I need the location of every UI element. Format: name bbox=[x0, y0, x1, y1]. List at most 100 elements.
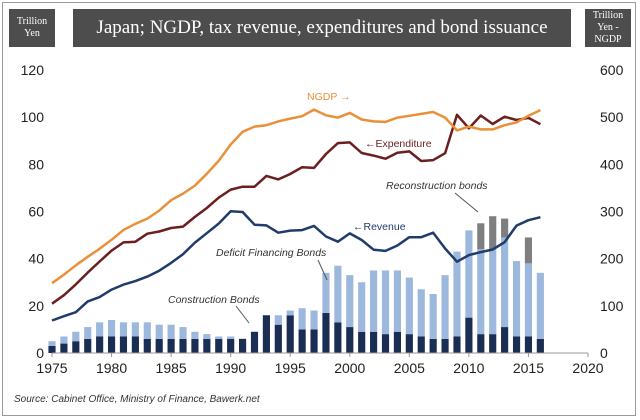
x-tick-1975: 1975 bbox=[36, 360, 67, 376]
x-tick-1990: 1990 bbox=[215, 360, 246, 376]
bar-deficit-financing-bonds-1995 bbox=[286, 310, 294, 316]
y-right-tick-100: 100 bbox=[600, 298, 624, 314]
bar-deficit-financing-bonds-1978 bbox=[84, 327, 92, 339]
bar-construction-bonds-1987 bbox=[191, 338, 199, 353]
annotation-revenue: ←Revenue bbox=[353, 221, 406, 233]
bar-reconstruction-bonds-2013 bbox=[501, 218, 509, 238]
bar-construction-bonds-2004 bbox=[393, 331, 401, 353]
bar-construction-bonds-1977 bbox=[72, 341, 80, 353]
x-tick-1995: 1995 bbox=[275, 360, 306, 376]
pointer-construction bbox=[235, 305, 250, 324]
y-right-tick-400: 400 bbox=[600, 156, 624, 172]
x-tick-1985: 1985 bbox=[156, 360, 187, 376]
bar-deficit-financing-bonds-2015 bbox=[524, 263, 533, 337]
bar-construction-bonds-1984 bbox=[155, 338, 163, 353]
bar-construction-bonds-2003 bbox=[381, 334, 390, 353]
bar-construction-bonds-1994 bbox=[274, 324, 282, 353]
bar-deficit-financing-bonds-1976 bbox=[60, 336, 68, 344]
y-right-tick-600: 600 bbox=[600, 62, 624, 78]
bar-construction-bonds-1999 bbox=[334, 322, 342, 353]
line-revenue bbox=[51, 210, 541, 322]
bar-deficit-financing-bonds-1999 bbox=[334, 265, 342, 323]
bar-deficit-financing-bonds-1977 bbox=[72, 331, 80, 342]
axes-layer: 1975 1980 1985 1990 1995 2000 2005 2010 2015 2020… bbox=[21, 62, 624, 376]
bar-deficit-financing-bonds-1984 bbox=[155, 324, 163, 339]
y-left-tick-20: 20 bbox=[28, 298, 44, 314]
x-tick-2005: 2005 bbox=[394, 360, 425, 376]
bar-construction-bonds-2001 bbox=[358, 331, 366, 353]
y-left-tick-60: 60 bbox=[28, 204, 44, 220]
bar-deficit-financing-bonds-1989 bbox=[215, 336, 223, 339]
bar-deficit-financing-bonds-1981 bbox=[119, 322, 128, 337]
bar-deficit-financing-bonds-1998 bbox=[322, 272, 330, 313]
annotations-layer: NGDP → ←Expenditure ←Revenue Reconstruction… bbox=[168, 91, 488, 324]
bar-construction-bonds-2013 bbox=[501, 327, 509, 353]
bar-construction-bonds-2015 bbox=[524, 336, 533, 353]
bar-construction-bonds-2008 bbox=[441, 338, 449, 353]
y-right-tick-300: 300 bbox=[600, 204, 624, 220]
bar-construction-bonds-1986 bbox=[179, 338, 187, 353]
bar-construction-bonds-1996 bbox=[298, 329, 306, 353]
line-ngdp bbox=[51, 108, 541, 285]
bar-deficit-financing-bonds-2001 bbox=[358, 282, 366, 332]
bar-deficit-financing-bonds-1983 bbox=[143, 322, 151, 339]
y-left-tick-100: 100 bbox=[21, 109, 45, 125]
chart-frame: Trillion Yen Japan; NGDP, tax revenue, e… bbox=[2, 2, 636, 416]
annotation-reconstruction-bonds: Reconstruction bonds bbox=[386, 180, 488, 192]
bar-deficit-financing-bonds-1980 bbox=[107, 319, 116, 337]
bar-construction-bonds-1991 bbox=[239, 338, 247, 353]
x-tick-1980: 1980 bbox=[96, 360, 127, 376]
bar-deficit-financing-bonds-1982 bbox=[131, 322, 139, 337]
bar-construction-bonds-2007 bbox=[429, 338, 437, 353]
bar-deficit-financing-bonds-2014 bbox=[512, 261, 521, 337]
bar-construction-bonds-1982 bbox=[131, 336, 139, 353]
bar-construction-bonds-2016 bbox=[536, 338, 544, 353]
y-left-tick-40: 40 bbox=[28, 251, 44, 267]
bar-construction-bonds-1997 bbox=[310, 329, 318, 353]
bar-construction-bonds-1989 bbox=[215, 338, 223, 353]
bar-construction-bonds-1981 bbox=[119, 336, 128, 353]
y-right-tick-0: 0 bbox=[600, 345, 608, 361]
annotation-deficit-financing-bonds: Deficit Financing Bonds bbox=[216, 247, 327, 259]
bars-layer bbox=[48, 216, 544, 353]
bar-deficit-financing-bonds-1994 bbox=[274, 315, 282, 325]
line-expenditure bbox=[51, 113, 541, 305]
bar-construction-bonds-1985 bbox=[167, 338, 175, 353]
bar-deficit-financing-bonds-1979 bbox=[96, 322, 104, 337]
bar-deficit-financing-bonds-1975 bbox=[48, 341, 56, 346]
bar-construction-bonds-2000 bbox=[346, 327, 354, 353]
bar-construction-bonds-2009 bbox=[453, 336, 461, 353]
bar-deficit-financing-bonds-2009 bbox=[453, 251, 461, 337]
bar-deficit-financing-bonds-1987 bbox=[191, 331, 199, 339]
left-axis-unit-label: Trillion Yen bbox=[9, 9, 55, 47]
lines-layer bbox=[51, 108, 541, 322]
bar-construction-bonds-1993 bbox=[262, 315, 270, 353]
bar-deficit-financing-bonds-2003 bbox=[381, 270, 390, 335]
bar-construction-bonds-1975 bbox=[48, 345, 56, 353]
y-right-tick-200: 200 bbox=[600, 251, 624, 267]
bar-construction-bonds-2014 bbox=[512, 336, 521, 353]
right-axis-unit-label: Trillion Yen - NGDP bbox=[585, 9, 631, 47]
bar-construction-bonds-1998 bbox=[322, 312, 330, 353]
bar-deficit-financing-bonds-2007 bbox=[429, 294, 437, 339]
bar-construction-bonds-1988 bbox=[203, 338, 211, 353]
y-left-tick-120: 120 bbox=[21, 62, 45, 78]
bar-deficit-financing-bonds-2012 bbox=[489, 249, 497, 335]
bar-construction-bonds-2011 bbox=[477, 334, 485, 353]
bar-construction-bonds-1979 bbox=[96, 336, 104, 353]
bar-deficit-financing-bonds-2004 bbox=[393, 270, 401, 332]
bar-deficit-financing-bonds-2000 bbox=[346, 275, 354, 328]
bar-deficit-financing-bonds-2010 bbox=[465, 230, 473, 318]
annotation-construction-bonds: Construction Bonds bbox=[168, 294, 260, 306]
annotation-expenditure: ←Expenditure bbox=[365, 138, 432, 150]
pointer-reconstruction bbox=[454, 192, 479, 213]
bar-construction-bonds-1995 bbox=[286, 315, 294, 353]
annotation-ngdp: NGDP → bbox=[307, 91, 351, 103]
bar-deficit-financing-bonds-2006 bbox=[417, 289, 425, 337]
bar-deficit-financing-bonds-1985 bbox=[167, 324, 175, 339]
bar-reconstruction-bonds-2015 bbox=[524, 237, 533, 264]
bar-deficit-financing-bonds-1990 bbox=[227, 336, 235, 339]
bar-construction-bonds-1978 bbox=[84, 338, 92, 353]
x-tick-2020: 2020 bbox=[572, 360, 603, 376]
